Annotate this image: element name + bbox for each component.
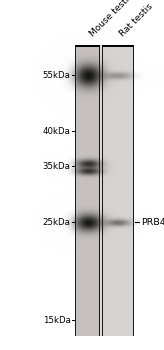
Text: 40kDa: 40kDa bbox=[43, 127, 71, 136]
Text: PRB4: PRB4 bbox=[141, 218, 164, 227]
Text: Mouse testis: Mouse testis bbox=[88, 0, 135, 38]
Text: 55kDa: 55kDa bbox=[43, 71, 71, 80]
Text: Rat testis: Rat testis bbox=[118, 2, 154, 38]
Text: 35kDa: 35kDa bbox=[43, 162, 71, 171]
Text: 15kDa: 15kDa bbox=[43, 316, 71, 325]
Text: 25kDa: 25kDa bbox=[43, 218, 71, 227]
